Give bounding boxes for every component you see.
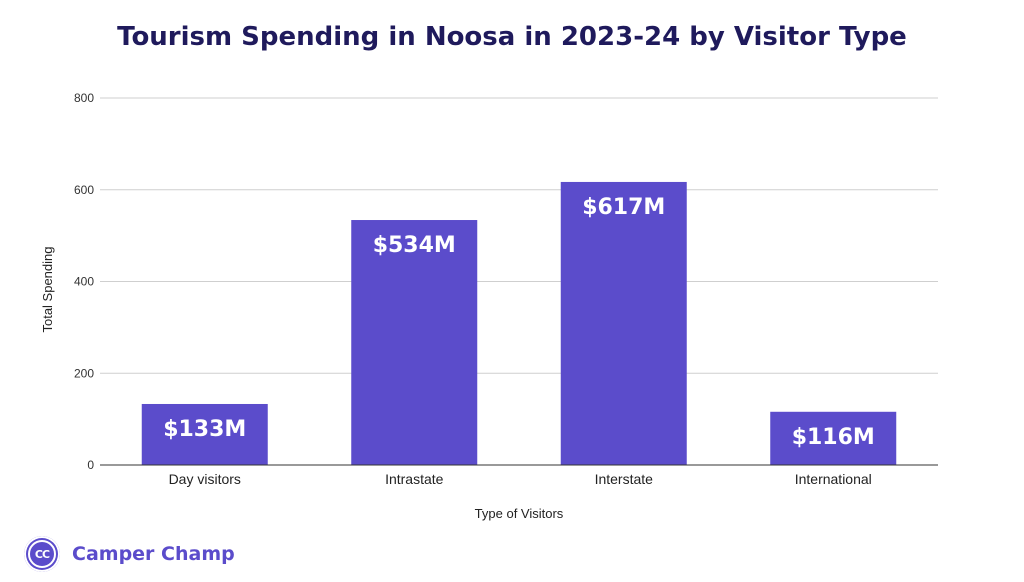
y-tick-label: 400	[74, 275, 94, 289]
y-axis-title: Total Spending	[40, 246, 55, 332]
bar-day-visitors	[141, 403, 268, 465]
brand-badge-icon: CC	[24, 536, 60, 572]
bar-interstate	[560, 181, 687, 466]
y-tick-label: 0	[87, 458, 94, 472]
y-tick-label: 800	[74, 91, 94, 105]
x-axis-title: Type of Visitors	[475, 506, 564, 521]
x-tick-labels: Day visitors Intrastate Interstate Internat…	[169, 471, 872, 487]
bar-intrastate	[351, 220, 478, 465]
x-tick-label: International	[795, 471, 872, 487]
bars: $133M $534M $617M $116M	[141, 181, 897, 466]
x-tick-label: Interstate	[595, 471, 654, 487]
bar-value-label: $617M	[582, 195, 665, 220]
bar-value-label: $534M	[373, 233, 456, 258]
brand-name: Camper Champ	[72, 543, 235, 565]
y-tick-labels: 0 200 400 600 800	[74, 91, 94, 472]
bar-value-label: $116M	[792, 425, 875, 450]
bar-value-label: $133M	[163, 417, 246, 442]
gridlines	[100, 97, 938, 374]
y-tick-label: 600	[74, 183, 94, 197]
x-tick-label: Intrastate	[385, 471, 444, 487]
brand-badge-text: CC	[28, 540, 56, 568]
bar-international	[770, 411, 897, 465]
y-tick-label: 200	[74, 366, 94, 380]
chart-title: Tourism Spending in Noosa in 2023-24 by …	[117, 22, 907, 52]
x-tick-label: Day visitors	[169, 471, 241, 487]
brand-logo: CC Camper Champ	[24, 534, 235, 574]
